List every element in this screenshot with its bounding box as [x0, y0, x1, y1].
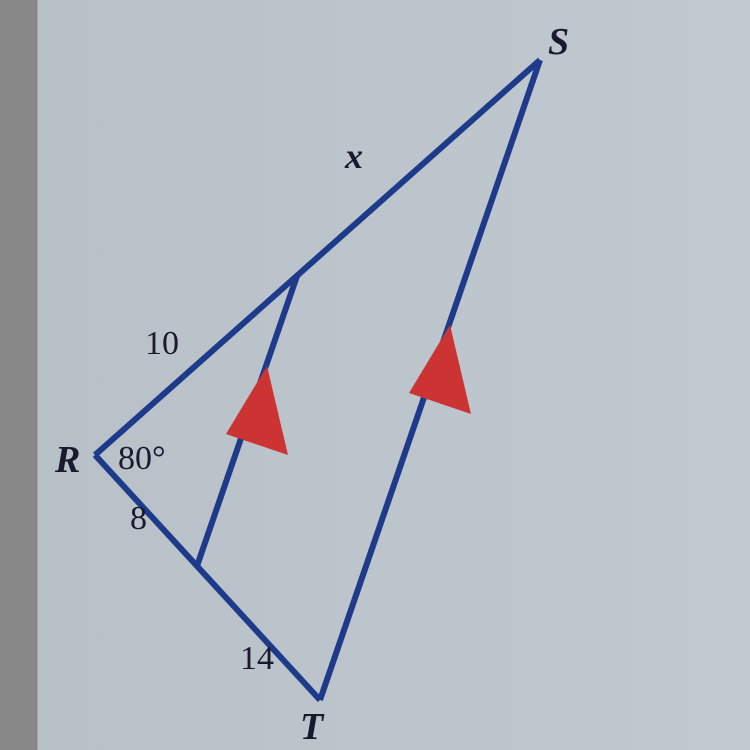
angle-label: 80°	[118, 440, 166, 478]
diagram-svg	[0, 0, 750, 750]
vertex-T-label: T	[300, 705, 323, 749]
parallel-arrow-midsegment	[226, 366, 288, 455]
edge-label-8: 8	[130, 500, 147, 538]
triangle-diagram: S R T x 10 8 14 80°	[0, 0, 750, 750]
vertex-S-label: S	[548, 20, 569, 64]
edge-label-10: 10	[145, 325, 179, 363]
vertex-R-label: R	[55, 438, 80, 482]
edge-RT	[95, 455, 320, 700]
edge-label-x: x	[345, 135, 363, 177]
edge-label-14: 14	[240, 640, 274, 678]
parallel-arrow-ST	[409, 325, 471, 414]
